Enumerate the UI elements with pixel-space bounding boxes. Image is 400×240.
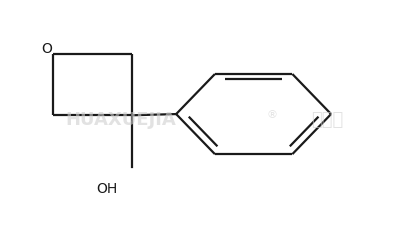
Text: ®: ® [266,110,277,120]
Text: OH: OH [96,182,117,196]
Text: HUAXUEJIA: HUAXUEJIA [65,111,176,129]
Text: 化学加: 化学加 [311,111,343,129]
Text: O: O [42,42,52,56]
